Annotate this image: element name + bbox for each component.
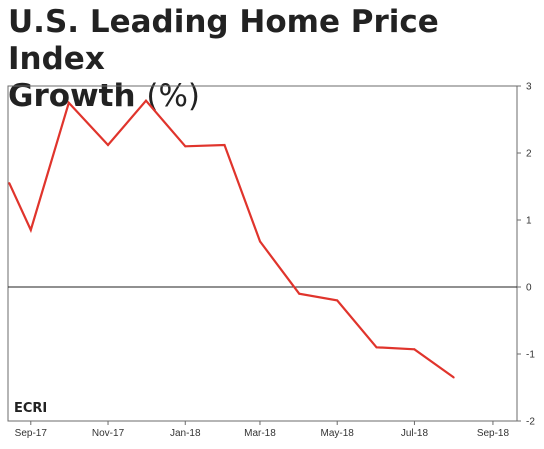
x-axis-ticks: Sep-17 Nov-17 Jan-18 Mar-18 May-18 Jul-18 Sep-… xyxy=(15,421,510,439)
y-tick-label: 0 xyxy=(526,283,532,294)
ecri-logo-text: ECRI xyxy=(14,401,47,416)
data-point xyxy=(223,143,226,146)
axes xyxy=(7,85,518,422)
data-point xyxy=(336,299,339,302)
ecri-logo: ECRI xyxy=(14,401,47,416)
x-tick-label: Sep-18 xyxy=(477,428,510,439)
x-tick-label: Jan-18 xyxy=(170,428,201,439)
y-tick-label: -2 xyxy=(526,417,535,428)
y-axis-ticks: -2 -1 0 1 2 3 xyxy=(517,82,535,428)
x-tick-label: Nov-17 xyxy=(92,428,125,439)
data-point xyxy=(452,376,455,379)
y-tick-label: 1 xyxy=(526,216,532,227)
data-point xyxy=(413,348,416,351)
data-point xyxy=(258,240,261,243)
y-tick-label: 3 xyxy=(526,82,532,93)
data-point xyxy=(298,292,301,295)
data-point xyxy=(375,346,378,349)
chart-title-line2: Growth xyxy=(8,78,136,114)
x-tick-label: Mar-18 xyxy=(244,428,276,439)
data-point xyxy=(184,145,187,148)
data-point xyxy=(29,229,32,232)
series-group xyxy=(8,99,455,379)
series-line xyxy=(8,99,455,379)
y-tick-label: -1 xyxy=(526,350,535,361)
chart-title-line1: U.S. Leading Home Price Index xyxy=(8,4,439,77)
chart-title-unit: (%) xyxy=(146,78,201,114)
x-tick-label: May-18 xyxy=(321,428,355,439)
x-tick-label: Sep-17 xyxy=(15,428,48,439)
x-tick-label: Jul-18 xyxy=(401,428,429,439)
data-point xyxy=(67,101,70,104)
chart-title: U.S. Leading Home Price Index Growth (%) xyxy=(8,4,544,115)
data-point xyxy=(145,99,148,102)
data-point xyxy=(107,143,110,146)
y-tick-label: 2 xyxy=(526,149,532,160)
plot-frame xyxy=(7,85,518,422)
data-point xyxy=(8,182,11,185)
